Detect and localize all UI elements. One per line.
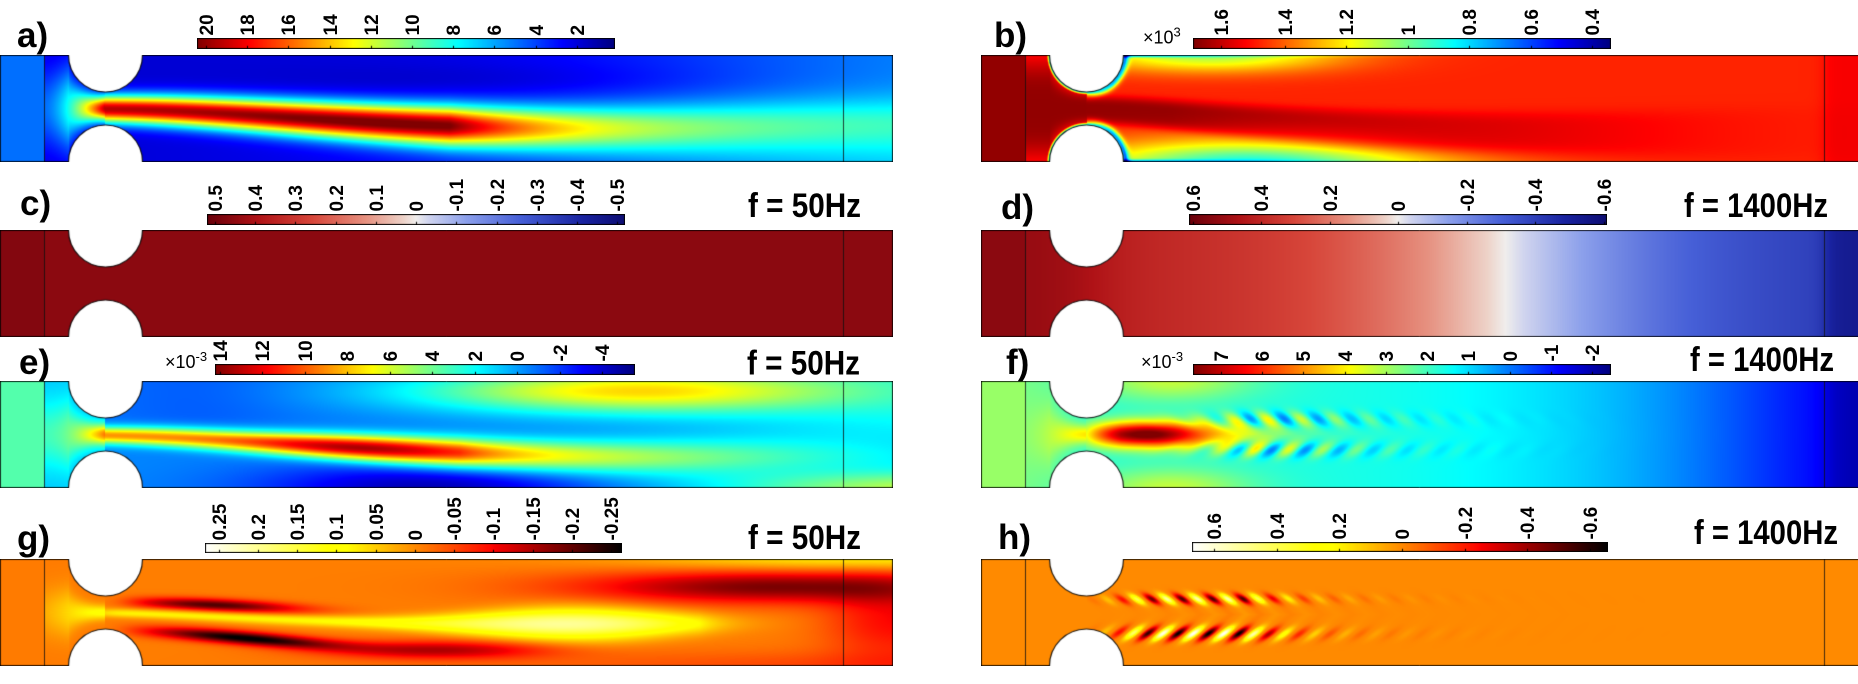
svg-text:0.1: 0.1: [367, 185, 388, 212]
svg-text:14: 14: [211, 340, 232, 362]
svg-text:-2: -2: [551, 345, 572, 362]
svg-text:0: 0: [407, 201, 428, 212]
svg-text:1: 1: [1399, 25, 1420, 36]
svg-text:18: 18: [238, 14, 259, 35]
svg-text:0.15: 0.15: [288, 503, 309, 540]
svg-text:3: 3: [1377, 351, 1398, 362]
svg-text:0.5: 0.5: [206, 185, 227, 212]
svg-text:0.4: 0.4: [1252, 185, 1273, 212]
svg-text:-0.1: -0.1: [447, 178, 468, 211]
svg-text:1.6: 1.6: [1212, 9, 1233, 35]
svg-text:0: 0: [1501, 351, 1522, 362]
svg-text:0.2: 0.2: [249, 514, 270, 540]
svg-text:-4: -4: [593, 344, 614, 361]
svg-text:10: 10: [296, 340, 317, 361]
svg-text:-0.25: -0.25: [602, 497, 623, 541]
svg-text:0.8: 0.8: [1460, 9, 1481, 35]
svg-text:12: 12: [362, 14, 383, 35]
svg-text:-0.5: -0.5: [608, 178, 629, 211]
svg-text:-0.15: -0.15: [524, 497, 545, 541]
svg-text:0.4: 0.4: [246, 185, 267, 212]
svg-text:0.05: 0.05: [367, 503, 388, 540]
svg-text:4: 4: [1336, 351, 1357, 362]
svg-text:f = 1400Hz: f = 1400Hz: [1694, 514, 1838, 552]
svg-text:0.25: 0.25: [210, 503, 231, 540]
svg-text:14: 14: [321, 14, 342, 36]
svg-text:0.1: 0.1: [327, 514, 348, 541]
svg-text:a): a): [17, 16, 48, 55]
svg-text:7: 7: [1212, 351, 1233, 362]
svg-text:0: 0: [406, 530, 427, 541]
svg-text:0.3: 0.3: [286, 185, 307, 211]
svg-text:-2: -2: [1583, 345, 1604, 362]
svg-text:12: 12: [253, 340, 274, 361]
svg-text:×103: ×103: [1143, 25, 1181, 48]
svg-text:×10-3: ×10-3: [165, 349, 207, 372]
svg-text:-0.6: -0.6: [1595, 179, 1616, 212]
svg-text:6: 6: [485, 25, 506, 36]
svg-text:-0.4: -0.4: [568, 178, 589, 211]
svg-text:0.6: 0.6: [1184, 185, 1205, 211]
svg-text:f = 50Hz: f = 50Hz: [748, 187, 861, 225]
svg-text:f = 50Hz: f = 50Hz: [748, 519, 861, 557]
svg-text:-0.2: -0.2: [1458, 179, 1479, 212]
svg-text:2: 2: [568, 25, 589, 36]
svg-text:b): b): [994, 16, 1027, 55]
svg-text:d): d): [1001, 188, 1034, 227]
svg-text:-0.4: -0.4: [1518, 506, 1539, 539]
svg-text:0.2: 0.2: [1321, 185, 1342, 211]
svg-text:g): g): [17, 519, 50, 558]
svg-text:5: 5: [1294, 351, 1315, 362]
svg-text:-0.1: -0.1: [484, 507, 505, 540]
svg-text:0.6: 0.6: [1205, 513, 1226, 539]
svg-text:2: 2: [1418, 351, 1439, 362]
svg-text:6: 6: [381, 351, 402, 362]
svg-text:0.4: 0.4: [1268, 513, 1289, 540]
svg-text:1.2: 1.2: [1337, 9, 1358, 35]
svg-text:2: 2: [466, 351, 487, 362]
svg-text:×10-3: ×10-3: [1141, 349, 1183, 372]
svg-text:-0.2: -0.2: [563, 508, 584, 541]
svg-text:c): c): [20, 184, 51, 223]
svg-text:-0.2: -0.2: [488, 179, 509, 212]
svg-text:-1: -1: [1542, 344, 1563, 361]
svg-text:0.6: 0.6: [1522, 9, 1543, 35]
svg-text:f = 50Hz: f = 50Hz: [747, 345, 860, 383]
svg-text:1.4: 1.4: [1276, 9, 1297, 36]
svg-text:f): f): [1006, 343, 1029, 382]
svg-text:h): h): [998, 518, 1031, 557]
svg-text:0: 0: [508, 351, 529, 362]
svg-text:0: 0: [1389, 201, 1410, 212]
svg-text:-0.3: -0.3: [528, 179, 549, 212]
svg-text:8: 8: [444, 25, 465, 36]
svg-text:4: 4: [527, 25, 548, 36]
svg-text:-0.4: -0.4: [1526, 178, 1547, 211]
svg-text:0.2: 0.2: [1330, 513, 1351, 539]
svg-text:-0.2: -0.2: [1456, 507, 1477, 540]
svg-text:10: 10: [403, 14, 424, 35]
svg-text:-0.6: -0.6: [1581, 507, 1602, 540]
svg-text:-0.05: -0.05: [445, 497, 466, 541]
svg-text:20: 20: [197, 14, 218, 35]
svg-text:1: 1: [1459, 351, 1480, 362]
svg-text:f = 1400Hz: f = 1400Hz: [1690, 341, 1834, 379]
svg-text:16: 16: [279, 14, 300, 35]
svg-text:8: 8: [338, 351, 359, 362]
svg-text:0: 0: [1393, 529, 1414, 540]
svg-text:4: 4: [423, 351, 444, 362]
svg-text:0.2: 0.2: [327, 185, 348, 211]
svg-text:6: 6: [1253, 351, 1274, 362]
svg-text:0.4: 0.4: [1583, 9, 1604, 36]
svg-text:e): e): [19, 343, 50, 382]
svg-text:f = 1400Hz: f = 1400Hz: [1684, 187, 1828, 225]
